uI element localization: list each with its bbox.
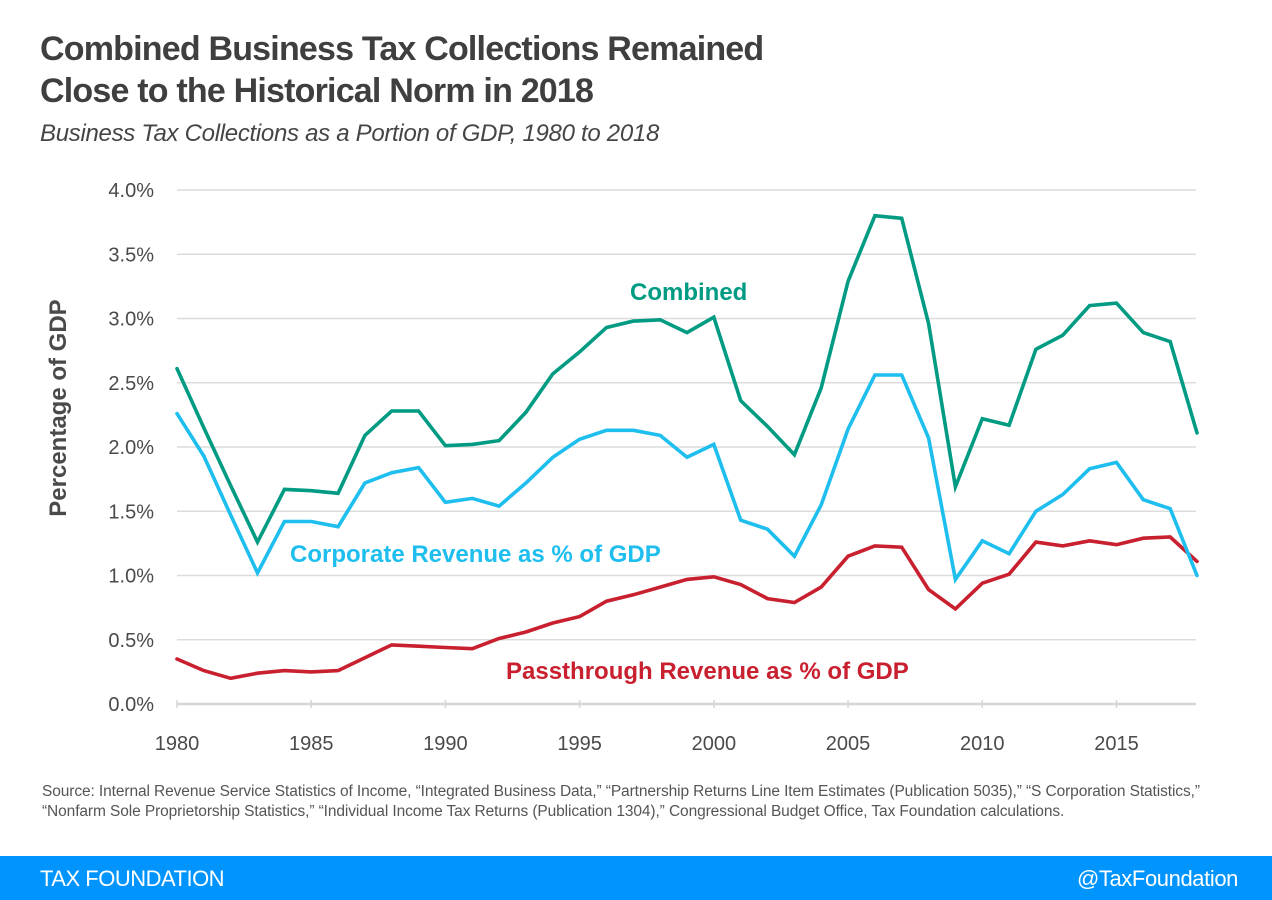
y-tick-label: 0.5%: [108, 630, 154, 652]
x-axis-tick-labels: 1980 1985 1990 1995 2000 2005 2010 2015: [155, 733, 1139, 755]
y-axis-title: Percentage of GDP: [45, 299, 72, 516]
line-chart: 0.0% 0.5% 1.0% 1.5% 2.0% 2.5% 3.0% 3.5% 4.0% 198…: [45, 180, 1199, 755]
y-tick-label: 1.0%: [108, 566, 154, 588]
series-line-passthrough: [175, 535, 1199, 681]
series-line-combined: [175, 213, 1199, 547]
y-tick-label: 2.5%: [108, 373, 154, 395]
series-label-corporate: Corporate Revenue as % of GDP: [290, 541, 661, 568]
footer-bar: TAX FOUNDATION @TaxFoundation: [0, 856, 1272, 900]
x-axis: [176, 700, 1196, 708]
chart-title: Combined Business Tax Collections Remain…: [40, 28, 940, 112]
y-tick-label: 1.5%: [108, 501, 154, 523]
gridlines: [177, 189, 1196, 641]
chart-title-line-2: Close to the Historical Norm in 2018: [40, 72, 594, 110]
chart-subtitle: Business Tax Collections as a Portion of…: [40, 120, 659, 147]
x-tick-label: 2005: [826, 733, 871, 755]
x-tick-label: 1980: [155, 733, 200, 755]
x-tick-label: 1995: [557, 733, 602, 755]
x-tick-label: 2000: [692, 733, 737, 755]
y-tick-label: 3.0%: [108, 309, 154, 331]
source-note: Source: Internal Revenue Service Statist…: [42, 783, 1200, 820]
series-label-combined: Combined: [630, 279, 747, 306]
x-tick-label: 1985: [289, 733, 334, 755]
x-tick-label: 2015: [1094, 733, 1139, 755]
y-tick-label: 0.0%: [108, 694, 154, 716]
x-tick-label: 1990: [423, 733, 468, 755]
footer-brand: TAX FOUNDATION: [40, 866, 225, 891]
chart-title-line-1: Combined Business Tax Collections Remain…: [40, 30, 764, 68]
x-tick-label: 2010: [960, 733, 1005, 755]
y-tick-label: 3.5%: [108, 244, 154, 266]
series-lines: [175, 213, 1199, 681]
series-line-corporate: [175, 373, 1199, 584]
y-tick-label: 4.0%: [108, 180, 154, 202]
series-label-passthrough: Passthrough Revenue as % of GDP: [506, 658, 909, 685]
y-tick-label: 2.0%: [108, 437, 154, 459]
y-axis-tick-labels: 0.0% 0.5% 1.0% 1.5% 2.0% 2.5% 3.0% 3.5% 4.0%: [108, 180, 154, 716]
footer-twitter-handle[interactable]: @TaxFoundation: [1076, 866, 1238, 891]
